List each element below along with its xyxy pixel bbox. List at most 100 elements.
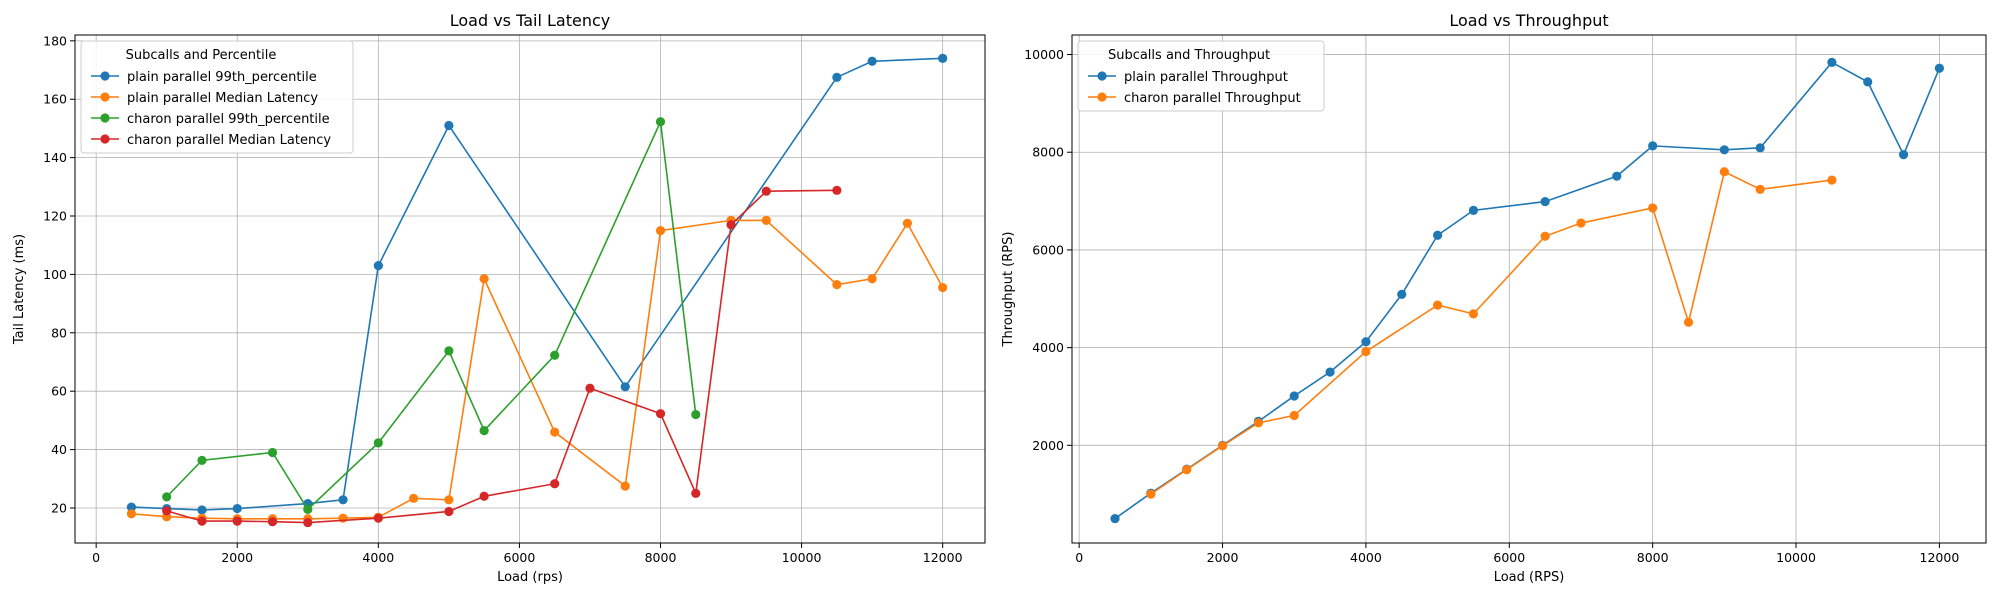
data-point <box>550 479 560 489</box>
series-line <box>131 219 944 520</box>
data-point <box>938 282 948 293</box>
data-point <box>338 513 348 523</box>
data-point <box>479 425 489 436</box>
legend-swatch-marker <box>100 92 110 102</box>
legend-box <box>1077 40 1325 112</box>
data-point <box>479 491 489 501</box>
x-tick-label: 12000 <box>1920 550 1960 565</box>
y-tick-label: 40 <box>51 442 67 457</box>
data-point <box>197 455 207 465</box>
chart-title: Load vs Tail Latency <box>450 11 611 30</box>
data-point <box>373 438 383 448</box>
data-point <box>620 481 630 491</box>
data-point <box>867 56 877 66</box>
legend-label: charon parallel 99th_percentile <box>127 112 330 127</box>
series-line <box>166 118 697 511</box>
y-tick-label: 20 <box>51 500 67 515</box>
data-point <box>550 350 560 360</box>
data-point <box>1397 289 1407 299</box>
data-point <box>1433 230 1443 240</box>
data-point <box>761 186 771 196</box>
series-0 <box>126 53 948 515</box>
data-point <box>1433 300 1443 310</box>
data-point <box>1683 317 1694 327</box>
data-point <box>620 382 630 392</box>
legend-box <box>80 40 354 154</box>
data-point <box>267 447 278 458</box>
legend: Subcalls and Throughput plain parallel Th… <box>1077 40 1325 112</box>
legend-label: plain parallel 99th_percentile <box>127 70 317 85</box>
legend-swatch-marker <box>100 134 110 144</box>
data-point <box>1110 513 1120 524</box>
series-2 <box>162 117 701 515</box>
y-tick-label: 120 <box>43 209 67 224</box>
x-tick-label: 10000 <box>1776 550 1816 565</box>
data-point <box>902 218 913 228</box>
y-axis-label: Tail Latency (ms) <box>12 234 27 345</box>
legend-swatch-marker <box>1097 71 1107 81</box>
legend-title: Subcalls and Throughput <box>1108 48 1270 63</box>
data-point <box>867 274 877 284</box>
data-point <box>1289 391 1299 401</box>
data-point <box>409 493 419 503</box>
data-point <box>1898 150 1909 160</box>
data-point <box>444 346 454 356</box>
data-point <box>832 185 842 195</box>
x-tick-label: 8000 <box>645 550 677 565</box>
y-tick-label: 80 <box>51 325 67 340</box>
series-1 <box>1146 167 1837 499</box>
legend-item-1: charon parallel Throughput <box>1088 91 1301 106</box>
data-point <box>1540 196 1550 207</box>
chart-title: Load vs Throughput <box>1449 11 1608 30</box>
data-point <box>550 427 560 437</box>
data-point <box>1827 57 1837 67</box>
legend-label: charon parallel Throughput <box>1124 91 1301 106</box>
data-point <box>373 513 383 523</box>
legend-swatch-marker <box>1097 92 1107 102</box>
legend-item-0: plain parallel 99th_percentile <box>91 70 317 85</box>
data-point <box>726 220 736 230</box>
data-point <box>1253 418 1263 428</box>
legend-swatch-marker <box>100 71 110 81</box>
legend-item-1: plain parallel Median Latency <box>91 91 318 106</box>
x-tick-label: 8000 <box>1637 550 1669 565</box>
data-point <box>479 274 489 284</box>
legend: Subcalls and Percentile plain parallel 99… <box>80 40 354 154</box>
y-axis-label: Throughput (RPS) <box>1001 232 1016 348</box>
legend-swatch-marker <box>100 113 110 123</box>
data-point <box>197 505 207 515</box>
data-point <box>691 488 701 498</box>
y-tick-label: 10000 <box>1024 47 1064 62</box>
data-point <box>761 215 771 225</box>
data-point <box>691 409 701 420</box>
data-point <box>655 409 666 419</box>
x-tick-label: 4000 <box>1350 550 1382 565</box>
y-tick-label: 8000 <box>1032 145 1064 160</box>
series-1 <box>126 215 948 524</box>
ticks: 0 2000 4000 6000 8000 10000 12000 20 40 60 80 100 12… <box>43 33 962 565</box>
data-point <box>1612 171 1622 181</box>
series-line <box>1114 61 1941 520</box>
data-point <box>444 506 454 517</box>
legend-title: Subcalls and Percentile <box>126 48 277 63</box>
series-3 <box>162 185 842 528</box>
y-tick-label: 140 <box>43 150 67 165</box>
grid <box>75 35 985 543</box>
legend-label: plain parallel Median Latency <box>127 91 318 106</box>
data-point <box>1934 63 1945 73</box>
data-point <box>1325 367 1335 377</box>
plot-frame <box>74 34 986 544</box>
legend-item-0: plain parallel Throughput <box>1088 70 1288 85</box>
legend-item-3: charon parallel Median Latency <box>91 133 331 148</box>
y-tick-label: 100 <box>43 267 67 282</box>
data-point <box>1719 167 1729 177</box>
ticks: 0 2000 4000 6000 8000 10000 12000 2000 4000 6000 8… <box>1024 47 1959 565</box>
x-tick-label: 6000 <box>1493 550 1525 565</box>
data-point <box>1540 231 1550 241</box>
x-tick-label: 0 <box>92 550 100 565</box>
data-point <box>1755 184 1765 194</box>
data-point <box>197 516 207 526</box>
series-line <box>1150 170 1832 495</box>
data-point <box>1863 77 1873 87</box>
